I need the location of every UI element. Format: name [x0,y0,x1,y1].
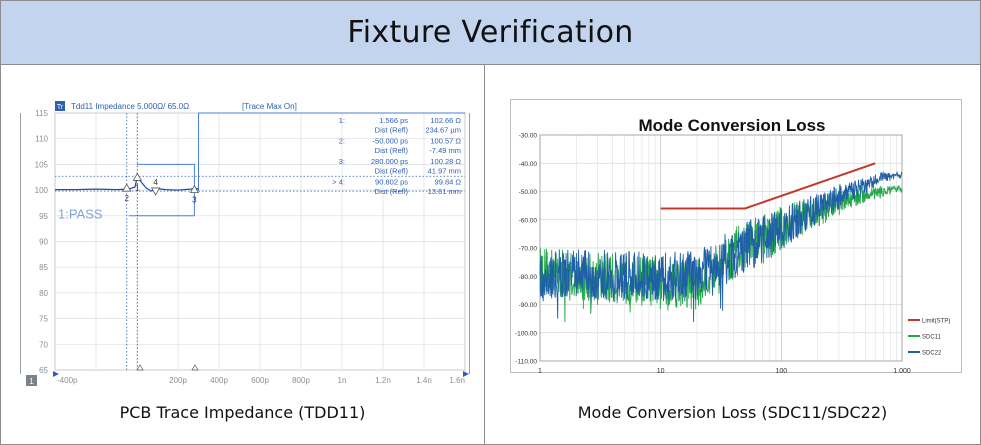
tdr-y-tick-label: 100 [35,186,49,195]
mcl-y-tick-label: -40.00 [519,161,538,168]
tdr-y-tick-label: 110 [35,135,48,144]
tdr-trace-status: [Trace Max On] [242,102,297,111]
mcl-legend-label: SDC22 [922,351,942,357]
tdr-bottom-marker-tick [136,364,144,371]
tdr-axis-arrow-right [463,371,469,377]
tdr-x-tick-label: 600p [251,376,269,385]
tdr-x-tick-label: 1n [338,376,347,385]
mcl-legend-label: SDC11 [922,335,942,341]
tdr-y-tick-label: 95 [39,212,48,221]
tdr-readout-dist: 234.67 µm [425,126,461,135]
tdr-y-tick-label: 70 [39,340,48,349]
tdr-y-tick-label: 75 [39,315,48,324]
mcl-x-tick-label: 100 [775,368,787,373]
tdr-readout-id: 3: [339,157,345,166]
tdr-readout-time: -50.000 ps [373,137,409,146]
tdr-channel-badge [55,101,65,111]
mode-conversion-chart: Mode Conversion Loss -30.00 -40.00 -50.00 -6… [510,99,962,375]
tdr-x-tick-label: -400p [57,376,78,385]
tdr-x-axis-strip [20,374,470,389]
tdr-impedance-trace [55,174,199,192]
tdr-marker-label: 1 [135,183,140,192]
tdr-readout-time: 280.000 ps [371,157,408,166]
tdr-marker-triangle [122,183,132,192]
mcl-y-tick-label: -80.00 [519,274,538,281]
tdr-marker-triangle [150,187,161,196]
mcl-x-tick-label: 1 [538,368,542,373]
mcl-y-tick-label: -60.00 [519,217,538,224]
tdr-marker-label: 3 [192,196,197,205]
mcl-series-sdc22 [539,171,903,323]
tdr-marker-triangle [189,184,200,194]
mcl-series-limit [660,162,876,210]
tdr-trace-label: Tdd11 Impedance 5.000Ω/ 65.0Ω [71,102,189,111]
mcl-chart-title: Mode Conversion Loss [638,116,825,135]
tdr-readout-id: > 4: [332,178,345,187]
mcl-legend-label: Limit(STP) [922,319,950,325]
tdr-readout-dist-label: Dist (Refl) [375,167,409,176]
mcl-x-tick-label: 1,000 [893,368,911,373]
tdr-readout-time: 90.802 ps [375,178,408,187]
tdr-readout-dist-label: Dist (Refl) [375,187,409,196]
tdr-readout-value: 102.66 Ω [430,116,461,125]
tdr-y-tick-label: 115 [35,109,48,118]
tdr-marker-label: 2 [125,194,130,203]
tdr-window-badge-text: 1 [29,377,34,386]
mcl-y-tick-label: -100.00 [515,330,537,337]
tdr-title-strip [20,99,470,113]
tdr-axis-arrow-left [53,371,59,377]
caption-mcl: Mode Conversion Loss (SDC11/SDC22) [577,403,888,422]
mcl-y-tick-label: -30.00 [519,133,538,140]
tdr-x-tick-label: 1.6n [449,376,465,385]
tdr-impedance-chart: 115 110 105 100 95 90 85 80 75 70 65 -400p 200p 400p 6… [20,99,470,389]
tdr-readout-value: 99.84 Ω [435,178,462,187]
tdr-plot-svg: 115 110 105 100 95 90 85 80 75 70 65 -400p 200p 400p 6… [20,99,470,389]
title-bar: Fixture Verification [1,1,980,65]
mcl-x-tick-label: 10 [657,368,665,373]
tdr-pass-label: 1:PASS [58,206,103,221]
tdr-readout-dist: 13.61 mm [428,187,461,196]
tdr-marker-label: 4 [153,178,158,187]
tdr-y-tick-label: 105 [35,160,49,169]
tdr-y-tick-label: 85 [39,263,48,272]
tdr-readout-id: 1: [339,116,345,125]
tdr-y-tick-label: 90 [39,238,48,247]
tdr-channel-badge-text: Tr [57,104,64,111]
page-title: Fixture Verification [347,15,634,50]
panel-divider [484,65,485,445]
mcl-y-tick-label: -50.00 [519,189,538,196]
tdr-readout-value: 100.57 Ω [430,137,461,146]
mcl-plot-svg: Mode Conversion Loss -30.00 -40.00 -50.00 -6… [510,99,962,375]
tdr-y-tick-label: 65 [39,366,48,375]
tdr-bottom-marker-tick [191,364,199,371]
tdr-readout-dist: -7.49 mm [429,146,461,155]
mcl-plot-area [539,134,903,362]
tdr-readout-dist-label: Dist (Refl) [375,146,409,155]
mcl-y-tick-label: -70.00 [519,246,538,253]
tdr-marker-triangle [132,172,143,181]
mcl-y-tick-label: -110.00 [515,359,537,366]
tdr-readout-dist-label: Dist (Refl) [375,126,409,135]
tdr-readout-id: 2: [339,137,345,146]
tdr-readout-value: 100.28 Ω [430,157,461,166]
tdr-x-tick-label: 1.2n [375,376,391,385]
tdr-readout-time: 1.566 ps [379,116,408,125]
tdr-readout-dist: 41.97 mm [428,167,461,176]
mcl-y-tick-label: -90.00 [519,302,538,309]
caption-tdr: PCB Trace Impedance (TDD11) [119,403,366,422]
tdr-x-tick-label: 200p [169,376,187,385]
tdr-y-tick-label: 80 [39,289,48,298]
tdr-x-tick-label: 800p [292,376,310,385]
tdr-window-badge [26,375,37,386]
tdr-x-tick-label: 1.4n [416,376,432,385]
tdr-x-tick-label: 400p [210,376,228,385]
